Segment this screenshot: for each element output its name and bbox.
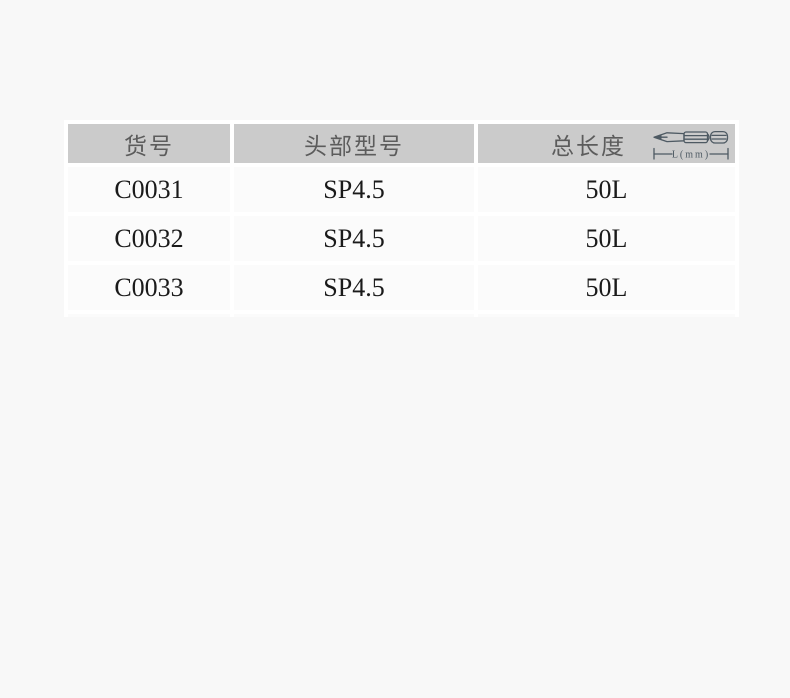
product-spec-table-container: 货号 头部型号 总长度 — [64, 120, 739, 317]
table-row: C0031 SP4.5 50L — [68, 167, 735, 212]
column-header-total-length: 总长度 — [478, 124, 735, 163]
table-row: C0032 SP4.5 50L — [68, 216, 735, 261]
cell-item-no: C0032 — [68, 216, 230, 261]
bit-length-icon-label: L(mm) — [672, 149, 710, 160]
cell-total-length: 50L — [478, 216, 735, 261]
column-header-item-no-label: 货号 — [124, 133, 174, 159]
cell-total-length: 50L — [478, 265, 735, 310]
cell-total-length: 50L — [478, 167, 735, 212]
column-header-item-no: 货号 — [68, 124, 230, 163]
cell-head-type: SP4.5 — [234, 265, 474, 310]
cell-total-length — [478, 314, 735, 317]
cell-head-type — [234, 314, 474, 317]
cell-item-no — [68, 314, 230, 317]
column-header-head-type-label: 头部型号 — [304, 133, 404, 159]
cell-head-type: SP4.5 — [234, 216, 474, 261]
screwdriver-bit-length-icon: L(mm) — [653, 128, 729, 160]
product-spec-table: 货号 头部型号 总长度 — [64, 120, 739, 317]
column-header-head-type: 头部型号 — [234, 124, 474, 163]
cell-head-type: SP4.5 — [234, 167, 474, 212]
column-header-total-length-label: 总长度 — [551, 133, 626, 159]
header-row: 货号 头部型号 总长度 — [68, 124, 735, 163]
cell-item-no: C0031 — [68, 167, 230, 212]
table-row: C0033 SP4.5 50L — [68, 265, 735, 310]
table-row-partial — [68, 314, 735, 317]
cell-item-no: C0033 — [68, 265, 230, 310]
